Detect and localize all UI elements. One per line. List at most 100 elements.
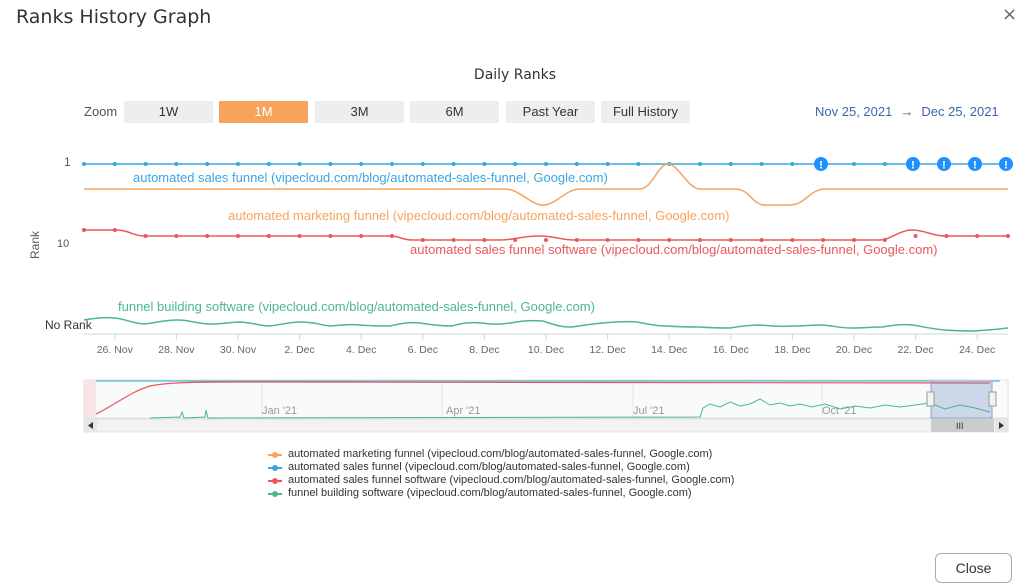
point-sales-funnel[interactable]	[205, 162, 210, 166]
x-tick-label: 26. Nov	[97, 344, 134, 356]
point-sales-funnel[interactable]	[698, 162, 702, 166]
x-tick-label: 4. Dec	[346, 344, 376, 356]
point-sales-software[interactable]	[698, 238, 702, 242]
point-sales-software[interactable]	[112, 228, 117, 232]
point-sales-funnel[interactable]	[759, 162, 764, 166]
point-sales-funnel[interactable]	[451, 162, 456, 166]
point-sales-software[interactable]	[390, 234, 394, 238]
point-sales-funnel[interactable]	[605, 162, 610, 166]
zoom-past-year-button[interactable]: Past Year	[506, 101, 595, 123]
point-sales-software[interactable]	[266, 234, 271, 238]
point-sales-funnel[interactable]	[636, 162, 641, 166]
series-label-sales-software: automated sales funnel software (vipeclo…	[410, 242, 938, 257]
point-sales-funnel[interactable]	[236, 162, 240, 166]
series-building-software[interactable]	[83, 316, 1009, 332]
point-sales-software[interactable]	[451, 238, 456, 242]
date-range[interactable]: Nov 25, 2021 → Dec 25, 2021	[815, 104, 999, 119]
point-sales-funnel[interactable]	[359, 162, 364, 166]
close-button[interactable]: Close	[935, 553, 1012, 583]
point-sales-software[interactable]	[482, 238, 487, 242]
point-sales-funnel[interactable]	[266, 162, 271, 166]
point-sales-software[interactable]	[636, 238, 641, 242]
point-sales-software[interactable]	[1006, 234, 1010, 238]
point-sales-software[interactable]	[790, 238, 795, 242]
point-sales-funnel[interactable]	[174, 162, 179, 166]
chart-title: Daily Ranks	[473, 67, 557, 83]
point-sales-funnel[interactable]	[513, 162, 518, 166]
point-sales-software[interactable]	[328, 234, 333, 238]
point-sales-software[interactable]	[728, 238, 733, 242]
scrollbar-track[interactable]	[83, 418, 1009, 433]
x-axis-ticks: 26. Nov 28. Nov 30. Nov 2. Dec 4. Dec 6. Dec 8…	[97, 334, 995, 356]
point-sales-funnel[interactable]	[420, 162, 425, 166]
point-sales-funnel[interactable]	[544, 162, 548, 166]
point-sales-funnel[interactable]	[390, 162, 394, 166]
point-sales-software[interactable]	[297, 234, 302, 238]
navigator[interactable]: Jan '21 Apr '21 Jul '21 Oct '21	[83, 379, 1009, 419]
flag-marker[interactable]	[968, 157, 982, 171]
scrollbar-grip-icon: III	[956, 421, 964, 431]
point-sales-software[interactable]	[852, 238, 856, 242]
point-sales-software[interactable]	[359, 234, 364, 238]
point-sales-funnel[interactable]	[112, 162, 117, 166]
point-sales-funnel[interactable]	[328, 162, 333, 166]
flag-marker[interactable]	[937, 157, 951, 171]
point-sales-software[interactable]	[667, 238, 672, 242]
navigator-handle-right[interactable]	[988, 391, 997, 407]
close-icon[interactable]: ×	[1002, 4, 1018, 25]
date-from[interactable]: Nov 25, 2021	[815, 104, 893, 119]
scrollbar[interactable]: III	[83, 418, 1009, 433]
legend-item-sales-software[interactable]: automated sales funnel software (vipeclo…	[268, 474, 734, 487]
point-sales-software[interactable]	[913, 234, 918, 238]
zoom-6m-button[interactable]: 6M	[410, 101, 499, 123]
navigator-selection[interactable]	[930, 380, 993, 419]
point-sales-software[interactable]	[759, 238, 764, 242]
point-sales-software[interactable]	[574, 238, 579, 242]
legend-item-building-software[interactable]: funnel building software (vipecloud.com/…	[268, 487, 734, 500]
point-sales-software[interactable]	[605, 238, 610, 242]
point-sales-funnel[interactable]	[574, 162, 579, 166]
series-sales-software[interactable]	[82, 228, 1010, 242]
point-sales-funnel[interactable]	[728, 162, 733, 166]
series-label-building-software: funnel building software (vipecloud.com/…	[118, 299, 595, 314]
zoom-1w-button[interactable]: 1W	[124, 101, 213, 123]
point-sales-funnel[interactable]	[790, 162, 795, 166]
navigator-handle-left[interactable]	[926, 391, 935, 407]
flag-marker[interactable]	[999, 157, 1013, 171]
alert-icon: !	[911, 160, 915, 172]
flag-marker[interactable]	[814, 157, 828, 171]
legend-item-marketing-funnel[interactable]: automated marketing funnel (vipecloud.co…	[268, 448, 734, 461]
date-to[interactable]: Dec 25, 2021	[921, 104, 999, 119]
flag-markers[interactable]: !!!!!	[814, 157, 1013, 172]
point-sales-funnel[interactable]	[882, 162, 887, 166]
point-sales-software[interactable]	[513, 238, 518, 242]
zoom-label: Zoom	[84, 104, 118, 119]
navigator-label-jul: Jul '21	[633, 405, 664, 417]
series-sales-funnel[interactable]: !!!!!	[82, 157, 1013, 172]
y-tick-1: 1	[64, 155, 71, 169]
x-tick-label: 10. Dec	[528, 344, 564, 356]
point-sales-software[interactable]	[975, 234, 980, 238]
point-sales-software[interactable]	[544, 238, 548, 242]
point-sales-funnel[interactable]	[82, 162, 86, 166]
point-sales-software[interactable]	[236, 234, 240, 238]
point-sales-software[interactable]	[143, 234, 148, 238]
point-sales-funnel[interactable]	[297, 162, 302, 166]
point-sales-software[interactable]	[82, 228, 86, 232]
point-sales-software[interactable]	[882, 238, 887, 242]
point-sales-software[interactable]	[205, 234, 210, 238]
zoom-3m-button[interactable]: 3M	[315, 101, 404, 123]
point-sales-funnel[interactable]	[143, 162, 148, 166]
point-sales-software[interactable]	[821, 238, 826, 242]
scrollbar-thumb[interactable]	[931, 419, 994, 432]
point-sales-funnel[interactable]	[482, 162, 487, 166]
zoom-full-history-button[interactable]: Full History	[601, 101, 690, 123]
flag-marker[interactable]	[906, 157, 920, 171]
point-sales-software[interactable]	[174, 234, 179, 238]
legend-item-sales-funnel[interactable]: automated sales funnel (vipecloud.com/bl…	[268, 461, 734, 474]
point-sales-software[interactable]	[420, 238, 425, 242]
point-sales-software[interactable]	[944, 234, 949, 238]
point-sales-funnel[interactable]	[852, 162, 856, 166]
zoom-1m-button[interactable]: 1M	[219, 101, 308, 123]
series-marketing-funnel[interactable]	[84, 163, 1008, 206]
